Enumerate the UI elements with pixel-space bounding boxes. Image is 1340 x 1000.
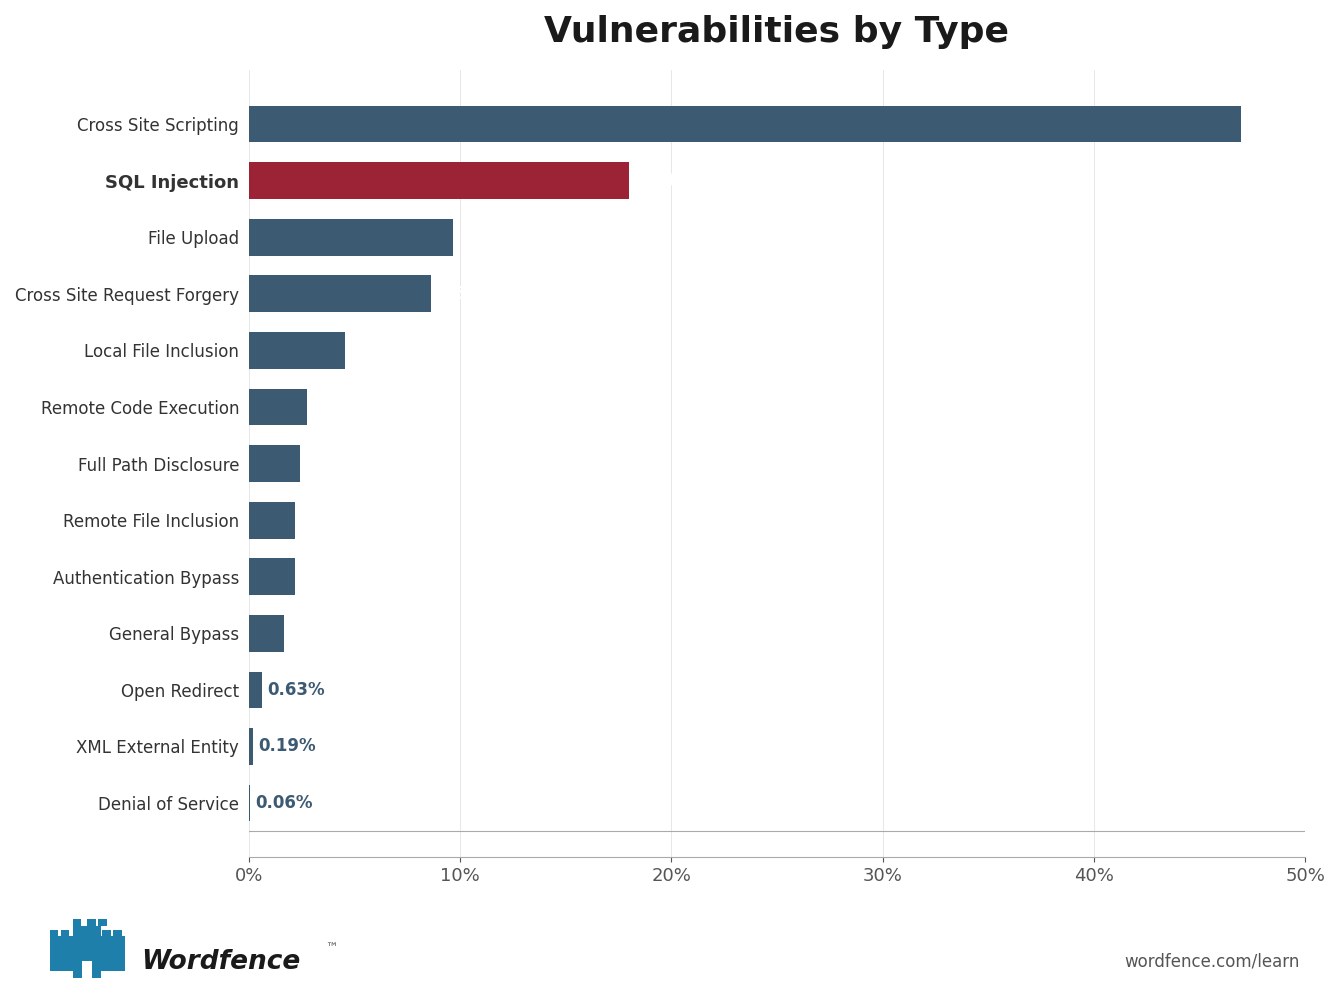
FancyBboxPatch shape [102, 936, 125, 971]
Text: 46.97%: 46.97% [1246, 115, 1316, 133]
Text: ™: ™ [326, 942, 338, 954]
Bar [249, 502, 295, 539]
Bar [249, 728, 253, 765]
Text: Wordfence: Wordfence [141, 949, 300, 975]
Text: 0.06%: 0.06% [256, 794, 312, 812]
Text: 8.63%: 8.63% [437, 285, 494, 303]
Bar [249, 275, 431, 312]
Text: 2.75%: 2.75% [312, 398, 370, 416]
FancyBboxPatch shape [72, 926, 102, 978]
Text: 0.63%: 0.63% [267, 681, 324, 699]
Bar [249, 332, 346, 369]
Text: 2.19%: 2.19% [300, 568, 358, 586]
Bar [249, 558, 295, 595]
Bar [249, 672, 263, 708]
Text: 4.57%: 4.57% [351, 341, 409, 359]
FancyBboxPatch shape [98, 918, 107, 926]
Text: 0.19%: 0.19% [259, 737, 316, 755]
Text: 9.69%: 9.69% [458, 228, 516, 246]
Text: wordfence.com/learn: wordfence.com/learn [1124, 953, 1300, 971]
Bar [249, 445, 300, 482]
Text: 1.69%: 1.69% [289, 624, 347, 642]
FancyBboxPatch shape [83, 960, 91, 978]
FancyBboxPatch shape [114, 930, 122, 936]
FancyBboxPatch shape [60, 930, 70, 936]
Text: 2.44%: 2.44% [306, 455, 363, 473]
FancyBboxPatch shape [50, 936, 72, 971]
FancyBboxPatch shape [72, 918, 82, 926]
Text: 2.19%: 2.19% [300, 511, 358, 529]
Bar [249, 389, 307, 425]
Bar [249, 219, 453, 256]
Bar [249, 106, 1241, 142]
Bar [249, 162, 630, 199]
FancyBboxPatch shape [102, 930, 110, 936]
Text: 18.01%: 18.01% [635, 172, 704, 190]
FancyBboxPatch shape [87, 918, 95, 926]
Title: Vulnerabilities by Type: Vulnerabilities by Type [544, 15, 1009, 49]
Bar [249, 615, 284, 652]
FancyBboxPatch shape [50, 930, 58, 936]
